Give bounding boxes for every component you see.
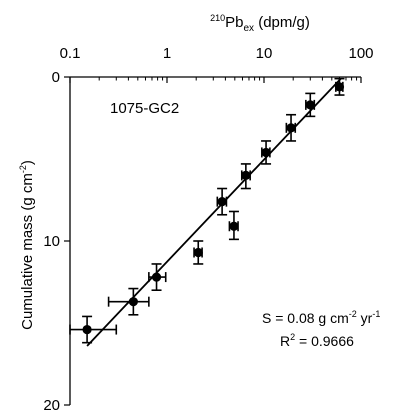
panel-label: 1075-GC2 (110, 100, 179, 117)
data-points (82, 82, 345, 335)
data-point (193, 247, 203, 258)
slope-annotation: S = 0.08 g cm-2 yr-1 (262, 309, 380, 326)
y-tick-label: 20 (43, 397, 60, 412)
data-point (286, 123, 296, 133)
y-tick-label: 0 (52, 69, 60, 86)
x-axis-title: 210Pbex (dpm/g) (210, 13, 310, 34)
fit-line-group (86, 78, 342, 347)
x-tick-label: 100 (348, 45, 373, 62)
y-tick-label: 10 (43, 233, 60, 250)
data-point (151, 272, 162, 282)
data-point (241, 170, 251, 180)
data-point (229, 221, 239, 231)
y-axis-title: Cumulative mass (g cm-2) (18, 160, 36, 330)
r2-annotation: R2 = 0.9666 (280, 332, 354, 349)
data-point (217, 197, 227, 207)
data-point (334, 82, 345, 92)
data-point (261, 147, 271, 158)
data-point (82, 324, 92, 335)
axes: 0.1 1 10 100 0 10 20 (43, 45, 373, 412)
data-point (128, 297, 138, 307)
data-point (305, 100, 315, 110)
fit-line (86, 78, 342, 347)
x-tick-label: 0.1 (60, 45, 81, 62)
error-bar (107, 287, 150, 316)
x-tick-label: 1 (163, 45, 171, 62)
x-tick-label: 10 (256, 45, 273, 62)
